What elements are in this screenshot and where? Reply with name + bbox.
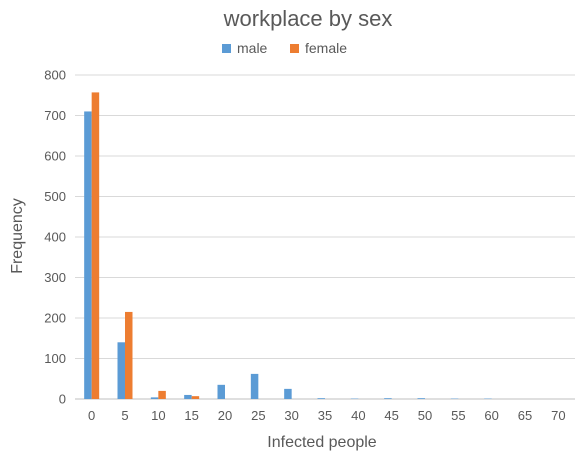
- legend-label-male: male: [237, 40, 268, 56]
- y-tick-label: 0: [59, 392, 66, 407]
- x-axis-title: Infected people: [267, 434, 377, 451]
- y-tick-label: 400: [44, 230, 66, 245]
- y-tick-label: 200: [44, 311, 66, 326]
- x-tick-label: 10: [151, 408, 165, 423]
- y-axis-title: Frequency: [9, 198, 26, 274]
- bar-male-15: [184, 394, 192, 399]
- bars: [84, 92, 492, 399]
- y-tick-label: 100: [44, 351, 66, 366]
- bar-male-25: [250, 373, 259, 399]
- legend-swatch-female: [290, 44, 299, 53]
- bar-male-20: [217, 384, 225, 399]
- y-axis-ticks: 0 100 200 300 400 500 600 700 800: [44, 68, 66, 407]
- x-tick-label: 60: [484, 408, 498, 423]
- bar-female-5: [125, 311, 133, 399]
- x-tick-label: 40: [351, 408, 365, 423]
- x-tick-label: 15: [184, 408, 198, 423]
- x-tick-label: 25: [251, 408, 265, 423]
- x-tick-label: 0: [88, 408, 95, 423]
- x-tick-label: 5: [121, 408, 128, 423]
- x-tick-label: 50: [418, 408, 432, 423]
- bar-male-45: [384, 398, 392, 399]
- bar-female-15: [191, 396, 200, 399]
- bar-male-30: [284, 388, 292, 399]
- bar-male-35: [317, 398, 325, 399]
- chart-title: workplace by sex: [223, 6, 393, 31]
- x-tick-label: 70: [551, 408, 565, 423]
- x-tick-label: 55: [451, 408, 465, 423]
- x-tick-label: 30: [284, 408, 298, 423]
- y-tick-label: 300: [44, 270, 66, 285]
- x-tick-label: 65: [518, 408, 532, 423]
- x-axis-ticks: 0 5 10 15 20 25 30 35 40 45 50 55 60 65 70: [88, 408, 566, 423]
- bar-male-10: [150, 397, 159, 399]
- y-tick-label: 800: [44, 68, 66, 83]
- x-tick-label: 45: [384, 408, 398, 423]
- bar-male-0: [84, 111, 92, 399]
- y-tick-label: 500: [44, 189, 66, 204]
- x-tick-label: 20: [218, 408, 232, 423]
- gridlines: [75, 74, 575, 400]
- bar-male-50: [417, 398, 425, 399]
- x-tick-label: 35: [318, 408, 332, 423]
- y-tick-label: 600: [44, 149, 66, 164]
- y-tick-label: 700: [44, 108, 66, 123]
- legend-swatch-male: [222, 44, 231, 53]
- bar-female-0: [91, 92, 100, 399]
- bar-male-5: [117, 342, 125, 399]
- legend-label-female: female: [305, 40, 347, 56]
- bar-female-10: [158, 390, 166, 399]
- legend: male female: [222, 40, 347, 56]
